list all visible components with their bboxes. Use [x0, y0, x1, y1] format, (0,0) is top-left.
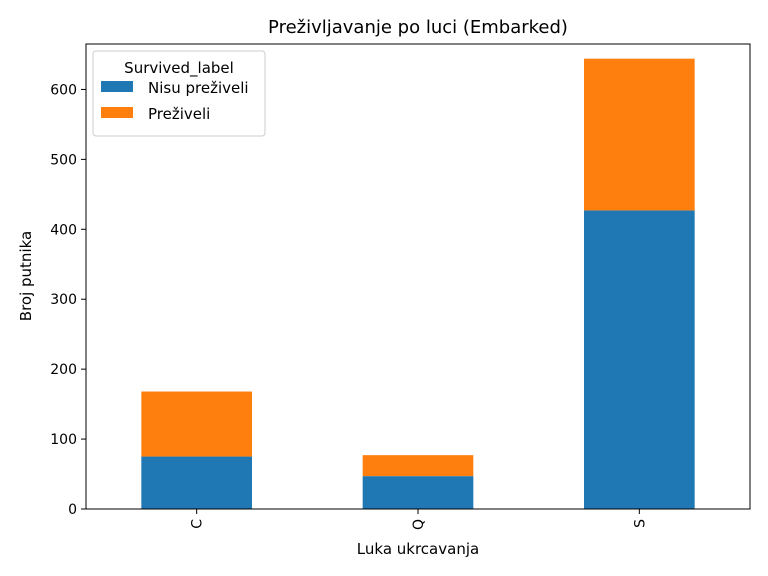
legend-label: Nisu preživeli — [148, 79, 249, 97]
bar-Q-series-0 — [362, 476, 474, 509]
y-tick-label: 400 — [50, 222, 77, 238]
y-axis: 0 100 200 300 400 500 600 — [50, 82, 86, 518]
legend-title: Survived_label — [124, 59, 234, 78]
x-tick-label: S — [632, 519, 648, 528]
y-axis-label: Broj putnika — [17, 231, 35, 321]
legend-entries: Nisu preživeli Preživeli — [101, 79, 249, 123]
y-tick-label: 200 — [50, 362, 77, 378]
x-axis-label: Luka ukrcavanja — [357, 540, 479, 558]
bar-S-series-1 — [584, 58, 695, 211]
bar-S-series-0 — [584, 210, 695, 509]
bar-C-series-0 — [141, 456, 252, 509]
y-tick-label: 0 — [68, 502, 77, 518]
bar-C-series-1 — [141, 391, 252, 457]
legend-swatch — [101, 107, 133, 118]
y-tick-label: 300 — [50, 292, 77, 308]
y-tick-label: 100 — [50, 432, 77, 448]
x-tick-label: C — [190, 519, 206, 529]
legend: Survived_label Nisu preživeli Preživeli — [92, 50, 266, 137]
x-tick-label: Q — [411, 519, 427, 530]
y-tick-label: 500 — [50, 152, 77, 168]
legend-swatch — [101, 81, 133, 92]
y-tick-label: 600 — [50, 82, 77, 98]
chart-title: Preživljavanje po luci (Embarked) — [268, 17, 568, 38]
legend-label: Preživeli — [148, 105, 210, 123]
bar-Q-series-1 — [362, 455, 474, 477]
legend-box — [92, 50, 266, 137]
bars-group — [141, 58, 695, 509]
